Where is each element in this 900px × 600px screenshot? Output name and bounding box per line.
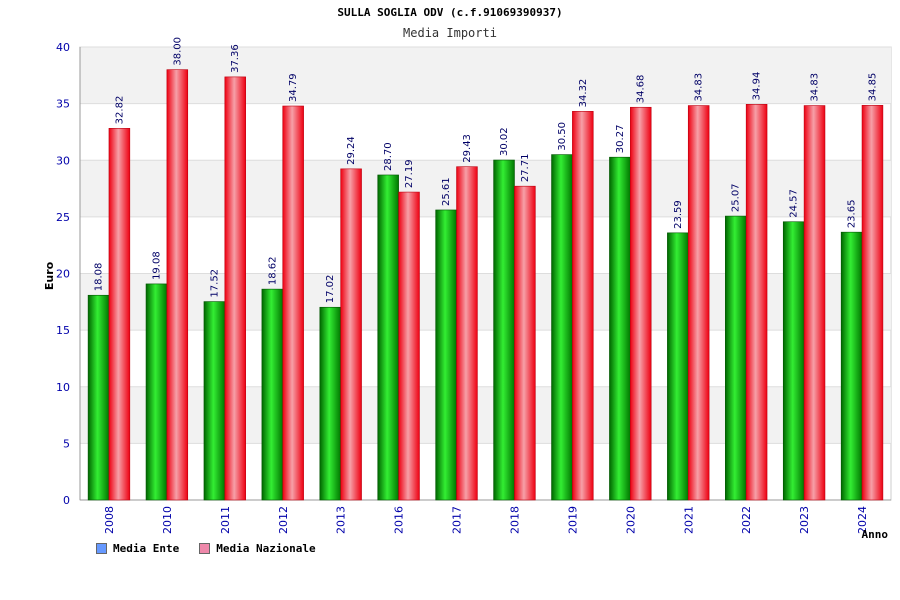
grid-band bbox=[80, 273, 891, 331]
y-tick-label: 35 bbox=[56, 98, 70, 111]
grid-band bbox=[80, 47, 891, 104]
legend-swatch-media-ente bbox=[96, 543, 107, 554]
y-tick-label: 25 bbox=[56, 211, 70, 224]
bar-media-ente-2011 bbox=[203, 301, 226, 501]
x-tick-label: 2016 bbox=[393, 506, 406, 534]
x-tick-label: 2021 bbox=[682, 506, 695, 534]
bar-media-ente-2020 bbox=[609, 156, 631, 501]
bar-media-nazionale-2022 bbox=[745, 104, 768, 501]
data-label: 32.82 bbox=[114, 96, 125, 125]
bar-media-nazionale-2020 bbox=[630, 106, 652, 501]
bar-media-nazionale-2013 bbox=[340, 168, 362, 501]
legend-label-media-ente: Media Ente bbox=[113, 542, 180, 555]
bar-media-ente-2012 bbox=[261, 288, 284, 501]
bar-media-ente-2024 bbox=[840, 231, 863, 501]
bar-media-ente-2023 bbox=[782, 221, 805, 501]
x-tick-label: 2013 bbox=[335, 506, 348, 534]
bar-media-ente-2022 bbox=[725, 215, 747, 501]
bar-media-nazionale-2023 bbox=[803, 105, 826, 501]
y-axis-label: Euro bbox=[43, 261, 56, 290]
bar-media-nazionale-2012 bbox=[282, 105, 304, 501]
legend-item-media-ente: Media Ente bbox=[96, 542, 179, 555]
chart-title: SULLA SOGLIA ODV (c.f.91069390937) bbox=[337, 6, 562, 19]
data-label: 34.32 bbox=[578, 79, 589, 108]
x-tick-label: 2012 bbox=[277, 506, 290, 534]
bar-media-nazionale-2024 bbox=[861, 105, 884, 501]
bar-media-nazionale-2008 bbox=[108, 128, 131, 501]
x-tick-label: 2017 bbox=[451, 506, 464, 534]
legend-swatch-media-nazionale bbox=[199, 543, 211, 554]
data-label: 34.94 bbox=[752, 72, 763, 101]
bar-media-nazionale-2010 bbox=[166, 69, 189, 501]
bar-media-ente-2013 bbox=[319, 306, 341, 501]
data-label: 27.71 bbox=[520, 154, 531, 183]
y-tick-label: 0 bbox=[63, 494, 70, 507]
bar-media-nazionale-2018 bbox=[514, 185, 536, 501]
x-tick-label: 2011 bbox=[219, 506, 232, 534]
data-label: 30.27 bbox=[615, 125, 626, 154]
bar-media-ente-2019 bbox=[551, 154, 573, 501]
data-label: 23.65 bbox=[847, 200, 858, 229]
data-label: 30.02 bbox=[499, 127, 510, 156]
bar-media-ente-2010 bbox=[145, 283, 168, 501]
data-label: 27.19 bbox=[404, 159, 415, 188]
y-tick-label: 20 bbox=[56, 268, 70, 281]
y-tick-label: 5 bbox=[63, 437, 70, 450]
bar-media-nazionale-2017 bbox=[456, 166, 478, 501]
data-label: 30.50 bbox=[557, 122, 568, 151]
bar-media-ente-2018 bbox=[493, 159, 515, 501]
x-tick-label: 2022 bbox=[740, 506, 753, 534]
data-label: 29.43 bbox=[462, 134, 473, 163]
data-label: 18.62 bbox=[267, 256, 278, 285]
chart-subtitle: Media Importi bbox=[403, 26, 497, 40]
bar-media-ente-2008 bbox=[87, 294, 110, 501]
bar-media-ente-2017 bbox=[435, 209, 457, 501]
data-label: 25.07 bbox=[731, 183, 742, 212]
legend: Media Ente Media Nazionale bbox=[96, 542, 316, 555]
data-label: 34.85 bbox=[867, 73, 878, 102]
data-label: 23.59 bbox=[673, 200, 684, 229]
data-label: 19.08 bbox=[151, 251, 162, 280]
x-tick-label: 2019 bbox=[566, 506, 579, 534]
data-label: 38.00 bbox=[172, 37, 183, 66]
data-label: 18.08 bbox=[94, 263, 105, 292]
x-tick-label: 2024 bbox=[856, 506, 869, 534]
data-label: 17.52 bbox=[209, 269, 220, 298]
data-label: 34.83 bbox=[810, 73, 821, 102]
y-tick-label: 30 bbox=[56, 154, 70, 167]
x-tick-label: 2008 bbox=[103, 506, 116, 534]
data-label: 17.02 bbox=[325, 275, 336, 304]
x-tick-label: 2018 bbox=[508, 506, 521, 534]
data-label: 34.79 bbox=[288, 73, 299, 102]
plot-area: 0 5 10 15 20 25 30 35 40 18.08 32.82 2008 19.08 38.00… bbox=[56, 37, 892, 534]
y-tick-label: 40 bbox=[56, 41, 70, 54]
y-tick-label: 15 bbox=[56, 324, 70, 337]
grid-band bbox=[80, 160, 891, 217]
data-label: 37.36 bbox=[230, 44, 241, 73]
data-label: 25.61 bbox=[441, 177, 452, 206]
data-label: 24.57 bbox=[789, 189, 800, 218]
data-label: 29.24 bbox=[346, 136, 357, 165]
x-axis-label: Anno bbox=[862, 528, 889, 541]
bar-media-ente-2016 bbox=[377, 174, 399, 501]
legend-item-media-nazionale: Media Nazionale bbox=[199, 542, 316, 555]
y-tick-label: 10 bbox=[56, 381, 70, 394]
grid-band bbox=[80, 386, 891, 444]
x-tick-label: 2020 bbox=[624, 506, 637, 534]
bar-media-nazionale-2016 bbox=[398, 191, 420, 501]
bar-media-ente-2021 bbox=[667, 232, 689, 501]
x-tick-label: 2010 bbox=[161, 506, 174, 534]
bar-media-nazionale-2019 bbox=[572, 111, 594, 501]
legend-label-media-nazionale: Media Nazionale bbox=[216, 542, 316, 555]
bar-media-nazionale-2021 bbox=[687, 105, 710, 501]
bar-media-nazionale-2011 bbox=[224, 76, 246, 501]
x-tick-label: 2023 bbox=[798, 506, 811, 534]
data-label: 34.83 bbox=[694, 73, 705, 102]
data-label: 28.70 bbox=[383, 142, 394, 171]
data-label: 34.68 bbox=[636, 75, 647, 104]
